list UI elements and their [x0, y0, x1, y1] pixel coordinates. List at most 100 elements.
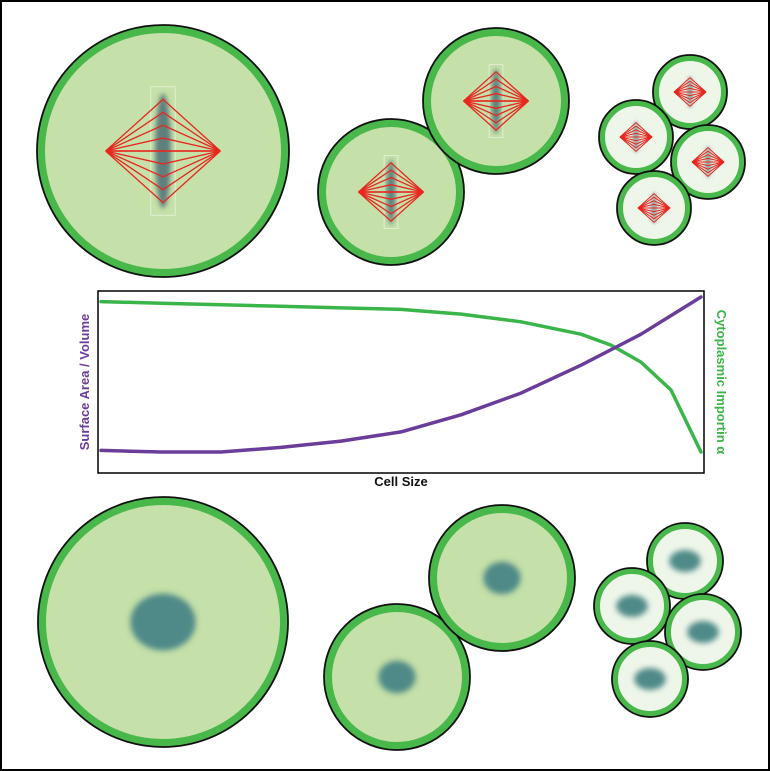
nucleus	[669, 549, 701, 573]
spindle	[463, 70, 529, 132]
spindle-fiber	[463, 70, 529, 102]
cell-outline	[422, 27, 570, 175]
y-axis-label-left: Surface Area / Volume	[77, 314, 92, 451]
nucleus	[687, 620, 719, 644]
spindle-fiber	[358, 169, 424, 193]
spindle-fiber	[619, 125, 653, 138]
cell-outline	[670, 124, 746, 200]
cell-outline	[593, 567, 671, 645]
spindle-fiber	[358, 161, 424, 193]
spindle-fiber	[673, 91, 707, 104]
spindle-fiber	[619, 136, 653, 142]
spindle-fiber	[691, 161, 725, 167]
spindle-fiber	[691, 161, 725, 178]
interphase-cell-6	[664, 593, 742, 671]
mitotic-cells-row	[36, 24, 746, 278]
spindle-fiber	[105, 150, 221, 191]
spindle-fiber	[691, 154, 725, 163]
spindle	[673, 76, 707, 108]
spindle-fiber	[619, 136, 653, 149]
spindle-fiber	[105, 111, 221, 152]
spindle-fiber	[358, 176, 424, 193]
spindle-fiber	[673, 76, 707, 93]
spindle-fiber	[637, 192, 671, 209]
spindle-fiber	[463, 100, 529, 132]
surface-area-volume-curve	[99, 295, 703, 454]
spindle-fiber	[358, 191, 424, 215]
spindle-fiber	[358, 191, 424, 208]
spindle-fiber	[105, 150, 221, 165]
mitotic-cell-2	[317, 118, 465, 266]
spindle-fiber	[673, 87, 707, 93]
spindle-fiber	[463, 78, 529, 102]
spindle	[637, 192, 671, 224]
spindle-fiber	[637, 207, 671, 224]
spindle-fiber	[691, 161, 725, 170]
cell-outline	[428, 504, 576, 652]
spindle-fiber	[619, 136, 653, 145]
cell-outline	[616, 170, 692, 246]
mitotic-cell-7	[616, 170, 692, 246]
spindle-fiber	[673, 91, 707, 97]
spindle-fiber	[358, 191, 424, 223]
cell-outline	[664, 593, 742, 671]
spindle-fiber	[105, 124, 221, 152]
mitotic-cell-6	[670, 124, 746, 200]
spindle-fiber	[105, 137, 221, 152]
nucleus	[483, 561, 521, 595]
mitotic-cell-1	[36, 24, 290, 278]
spindle-fiber	[105, 150, 221, 178]
nucleus	[616, 594, 648, 618]
cell-outline	[37, 496, 289, 748]
spindle-fiber	[637, 203, 671, 209]
cell-outline	[36, 24, 290, 278]
spindle	[105, 98, 221, 204]
interphase-cell-3	[428, 504, 576, 652]
cell-outline	[323, 603, 471, 751]
spindle-fiber	[637, 207, 671, 220]
spindle-fiber	[673, 91, 707, 100]
spindle-fiber	[619, 121, 653, 138]
interphase-cell-7	[611, 640, 689, 718]
spindle-fiber	[105, 98, 221, 152]
spindle-fiber	[358, 191, 424, 200]
spindle-fiber	[673, 84, 707, 93]
y-axis-label-right: Cytoplasmic Importin α	[714, 310, 729, 455]
cell-outline	[611, 640, 689, 718]
nucleus	[378, 660, 416, 694]
spindle-fiber	[463, 100, 529, 124]
spindle-fiber	[673, 91, 707, 108]
spindle-fiber	[105, 150, 221, 204]
spindle-fiber	[673, 80, 707, 93]
spindle-fiber	[691, 150, 725, 163]
spindle-fiber	[619, 129, 653, 138]
spindle-fiber	[463, 85, 529, 102]
nucleus	[634, 667, 666, 691]
graph-panel: Surface Area / Volume Cytoplasmic Import…	[77, 290, 729, 489]
x-axis-label: Cell Size	[374, 474, 427, 489]
nucleus	[130, 593, 196, 651]
spindle-fiber	[637, 207, 671, 213]
importin-alpha-curve	[99, 299, 703, 454]
spindle-fiber	[358, 184, 424, 193]
spindle	[691, 146, 725, 178]
spindle-fiber	[691, 146, 725, 163]
spindle-fiber	[619, 136, 653, 153]
spindle-fiber	[691, 157, 725, 163]
spindle-fiber	[463, 93, 529, 102]
spindle-fiber	[691, 161, 725, 174]
mitotic-cell-3	[422, 27, 570, 175]
spindle-fiber	[463, 100, 529, 117]
interphase-cell-5	[593, 567, 671, 645]
spindle	[358, 161, 424, 223]
cell-outline	[598, 99, 674, 175]
interphase-cell-2	[323, 603, 471, 751]
spindle-fiber	[637, 200, 671, 209]
interphase-cell-1	[37, 496, 289, 748]
interphase-cells-row	[37, 496, 742, 751]
spindle	[619, 121, 653, 153]
spindle-fiber	[619, 132, 653, 138]
spindle-fiber	[637, 207, 671, 216]
cell-outline	[317, 118, 465, 266]
